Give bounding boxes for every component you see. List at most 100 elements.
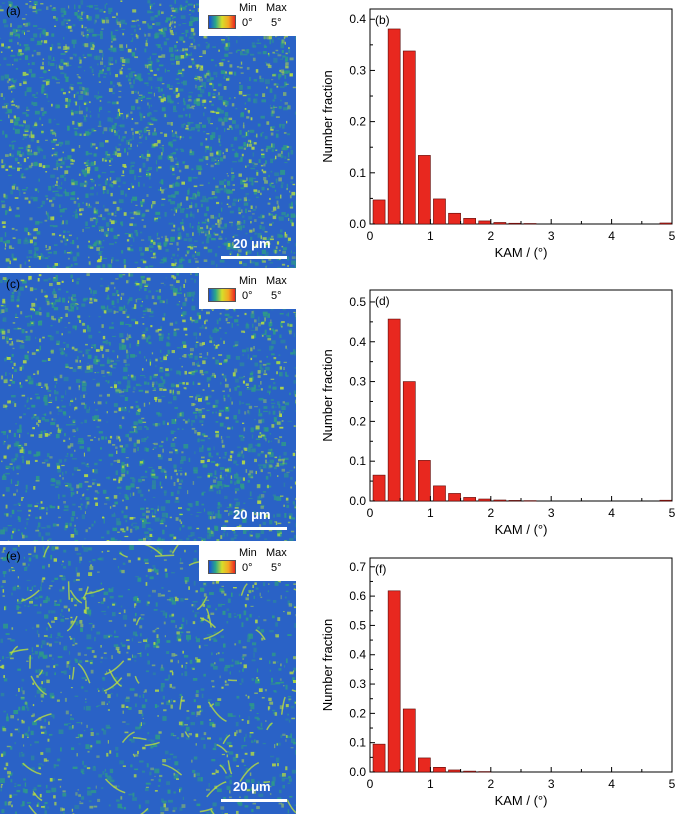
legend-min-value: 0° xyxy=(242,17,253,29)
x-axis-label: KAM / (°) xyxy=(495,245,548,260)
histogram-bar xyxy=(403,51,415,224)
color-legend: Min Max 0° 5° xyxy=(199,273,296,309)
color-legend: Min Max 0° 5° xyxy=(199,545,296,581)
kam-histogram-b: 0 1 2 3 4 5 0.0 0.1 0.2 0.3 0.4 (b) KAM / (°) Number … xyxy=(300,0,700,268)
x-tick-label: 2 xyxy=(487,777,494,791)
y-tick-label: 0.5 xyxy=(349,618,366,632)
panel-label: (b) xyxy=(375,13,390,27)
y-tick-label: 0.4 xyxy=(349,648,366,662)
histogram-bar xyxy=(388,29,400,224)
y-tick-label: 0.4 xyxy=(349,335,366,349)
x-tick-label: 4 xyxy=(608,777,615,791)
panel-label: (d) xyxy=(375,294,390,308)
legend-max-label: Max xyxy=(266,275,287,287)
kam-map-texture xyxy=(0,0,296,268)
y-tick-label: 0.1 xyxy=(349,454,366,468)
y-axis-label: Number fraction xyxy=(320,619,335,711)
x-tick-label: 2 xyxy=(487,229,494,243)
histogram-bar xyxy=(373,200,385,224)
x-tick-label: 5 xyxy=(669,506,676,520)
histogram-bar xyxy=(373,475,385,501)
kam-map-e: (e) Min Max 0° 5° 20 μm xyxy=(0,545,296,814)
legend-min-label: Min xyxy=(239,547,257,559)
histogram-svg: 0 1 2 3 4 5 0.0 0.1 0.2 0.3 0.4 (b) KAM / (°) Number … xyxy=(300,0,700,268)
legend-min-value: 0° xyxy=(242,290,253,302)
x-tick-label: 5 xyxy=(669,229,676,243)
y-tick-label: 0.3 xyxy=(349,63,366,77)
histogram-bar xyxy=(418,460,430,501)
legend-min-value: 0° xyxy=(242,562,253,574)
x-tick-label: 0 xyxy=(367,777,374,791)
histogram-bar xyxy=(433,199,445,224)
legend-min-label: Min xyxy=(239,2,257,14)
y-tick-label: 0.7 xyxy=(349,560,366,574)
legend-max-value: 5° xyxy=(271,290,282,302)
y-tick-label: 0.3 xyxy=(349,677,366,691)
color-scale-swatch xyxy=(208,15,236,29)
histogram-bar xyxy=(433,767,445,772)
x-tick-label: 5 xyxy=(669,777,676,791)
y-tick-label: 0.1 xyxy=(349,736,366,750)
histogram-bar xyxy=(449,770,461,772)
histogram-bar xyxy=(494,222,506,224)
histogram-bar xyxy=(660,500,672,501)
y-tick-label: 0.0 xyxy=(349,217,366,231)
panel-label: (a) xyxy=(6,4,21,18)
histogram-bar xyxy=(433,486,445,501)
x-tick-label: 2 xyxy=(487,506,494,520)
x-tick-label: 0 xyxy=(367,229,374,243)
kam-map-texture xyxy=(0,545,296,814)
x-tick-label: 3 xyxy=(548,777,555,791)
kam-map-a: (a) Min Max 0° 5° 20 μm xyxy=(0,0,296,268)
x-tick-label: 4 xyxy=(608,229,615,243)
scale-bar xyxy=(221,527,287,530)
y-tick-label: 0.4 xyxy=(349,12,366,26)
y-tick-label: 0.2 xyxy=(349,115,366,129)
legend-max-value: 5° xyxy=(271,562,282,574)
y-tick-label: 0.0 xyxy=(349,765,366,779)
histogram-bar xyxy=(509,223,521,224)
kam-map-texture xyxy=(0,273,296,541)
legend-max-label: Max xyxy=(266,547,287,559)
histogram-bar xyxy=(509,500,521,501)
scale-bar-label: 20 μm xyxy=(233,507,271,522)
legend-min-label: Min xyxy=(239,275,257,287)
x-tick-label: 3 xyxy=(548,229,555,243)
y-tick-label: 0.3 xyxy=(349,375,366,389)
x-tick-label: 1 xyxy=(427,506,434,520)
x-tick-label: 1 xyxy=(427,777,434,791)
y-tick-label: 0.5 xyxy=(349,295,366,309)
color-scale-swatch xyxy=(208,288,236,302)
y-tick-label: 0.1 xyxy=(349,166,366,180)
histogram-bar xyxy=(373,744,385,772)
histogram-bar xyxy=(479,772,491,773)
legend-max-value: 5° xyxy=(271,17,282,29)
panel-label: (f) xyxy=(375,562,386,576)
histogram-bar xyxy=(403,382,415,501)
x-axis-label: KAM / (°) xyxy=(495,793,548,808)
histogram-bar xyxy=(464,497,476,501)
histogram-bar xyxy=(479,221,491,224)
y-tick-label: 0.0 xyxy=(349,494,366,508)
y-axis-label: Number fraction xyxy=(320,70,335,162)
x-tick-label: 0 xyxy=(367,506,374,520)
histogram-bar xyxy=(388,591,400,772)
legend-max-label: Max xyxy=(266,2,287,14)
histogram-bar xyxy=(660,223,672,224)
x-axis-label: KAM / (°) xyxy=(495,522,548,537)
histogram-bar xyxy=(479,499,491,501)
scale-bar-label: 20 μm xyxy=(233,236,271,251)
x-tick-label: 1 xyxy=(427,229,434,243)
scale-bar-label: 20 μm xyxy=(233,779,271,794)
histogram-bar xyxy=(418,155,430,224)
y-tick-label: 0.2 xyxy=(349,414,366,428)
color-scale-swatch xyxy=(208,560,236,574)
histogram-bar xyxy=(403,709,415,772)
histogram-bar xyxy=(449,213,461,224)
histogram-bar xyxy=(388,319,400,501)
histogram-bar xyxy=(449,493,461,501)
histogram-bar xyxy=(464,771,476,772)
